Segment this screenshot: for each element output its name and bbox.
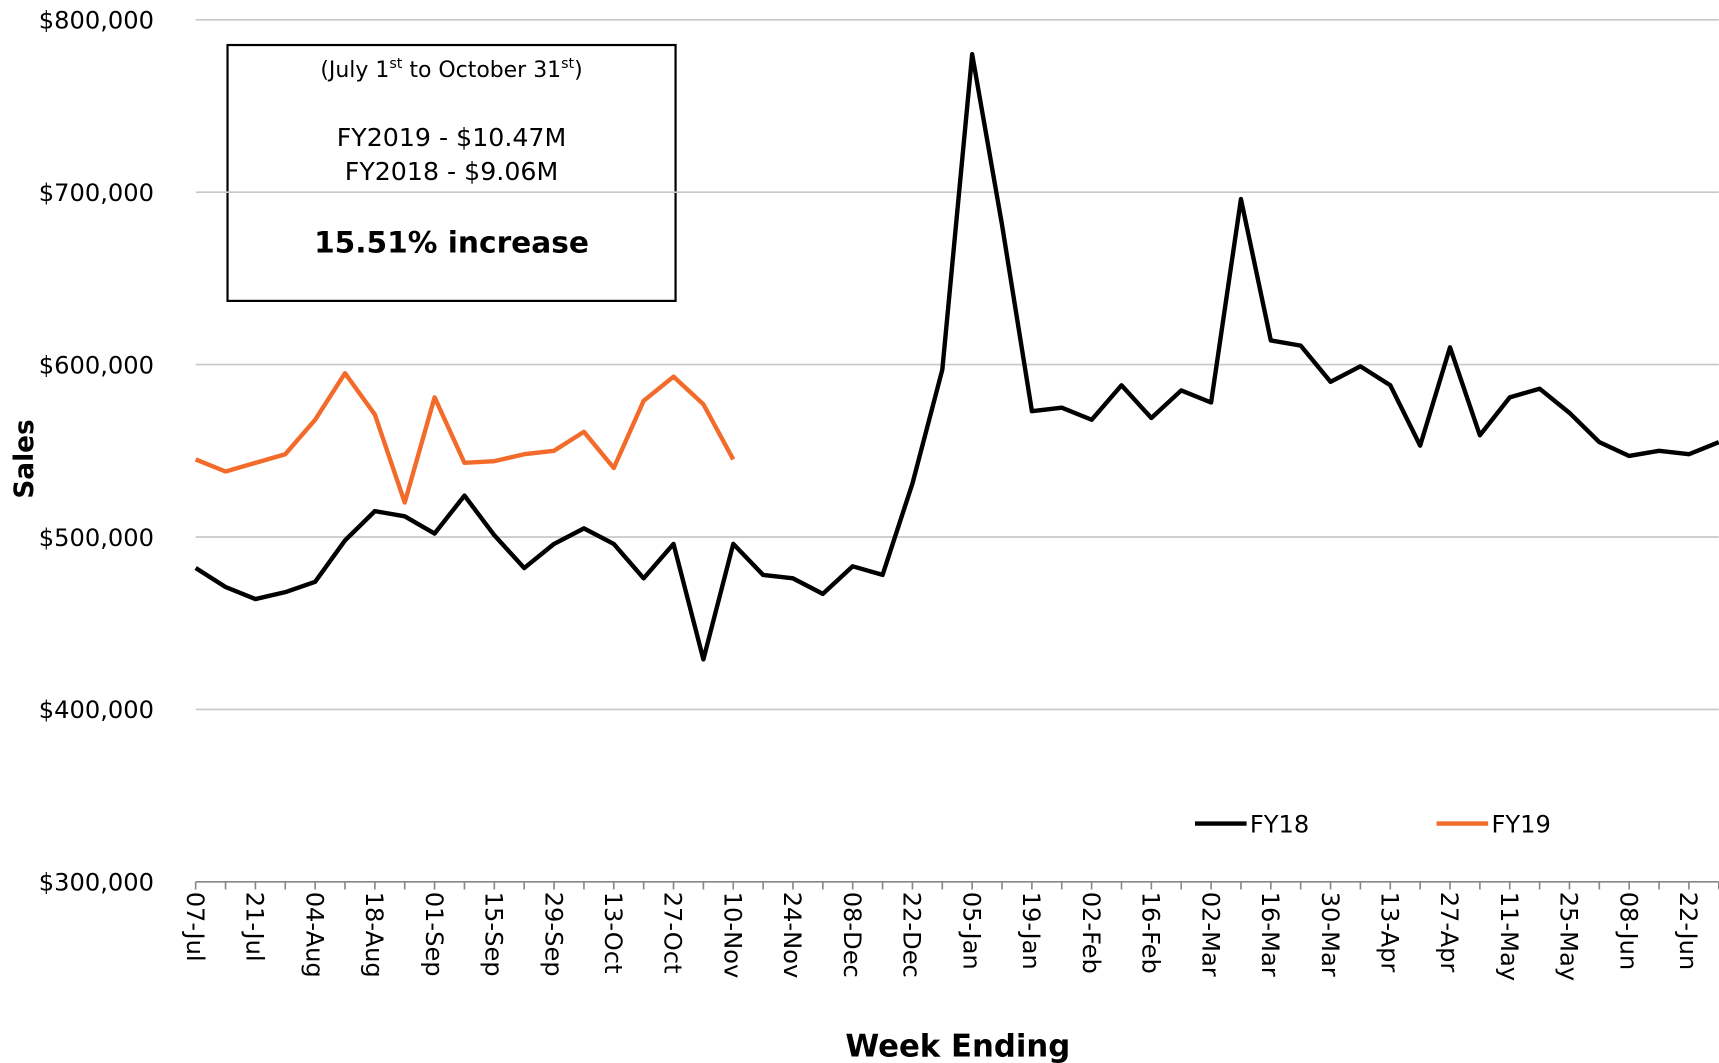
x-tick-label: 22-Dec [898,892,926,978]
x-tick-label: 02-Feb [1077,892,1105,974]
x-tick-label: 25-May [1555,892,1583,981]
x-tick-label: 30-Mar [1316,892,1344,977]
period-sup: st [389,56,402,72]
period-sup: st [561,56,574,72]
x-tick-label: 16-Feb [1137,892,1165,974]
x-tick-label: 18-Aug [360,892,388,978]
x-tick-label: 04-Aug [300,892,328,978]
y-tick-label: $300,000 [39,869,154,897]
x-axis-label: Week Ending [845,1028,1070,1063]
y-tick-label: $700,000 [39,179,154,207]
y-axis-label: Sales [10,419,40,498]
x-tick-label: 24-Nov [778,892,806,979]
annotation-fy2019: FY2019 - $10.47M [337,123,567,152]
y-tick-label: $400,000 [39,696,154,724]
x-tick-label: 19-Jan [1017,892,1045,970]
x-tick-label: 08-Dec [838,892,866,978]
x-tick-label: 27-Oct [659,892,687,974]
period-text: to October 31 [402,58,561,83]
x-tick-label: 11-May [1495,892,1523,981]
x-tick-label: 01-Sep [420,892,448,977]
x-tick-label: 21-Jul [241,892,269,962]
annotation-box [226,43,677,302]
series-line [194,52,1719,662]
x-tick-label: 15-Sep [480,892,508,977]
x-tick-label: 29-Sep [539,892,567,977]
annotation-period: (July 1st to October 31st) [320,56,582,83]
x-tick-label: 10-Nov [718,892,746,979]
annotation-change: 15.51% increase [314,225,589,260]
legend-label: FY19 [1491,810,1550,838]
x-tick-label: 05-Jan [957,892,985,970]
x-tick-label: 13-Oct [599,892,627,974]
x-tick-label: 27-Apr [1435,892,1463,973]
legend-label: FY18 [1250,810,1309,838]
x-tick-label: 07-Jul [181,892,209,962]
y-tick-label: $500,000 [39,524,154,552]
y-tick-label: $600,000 [39,351,154,379]
period-text: ) [574,58,583,83]
x-tick-label: 02-Mar [1196,892,1224,977]
x-tick-label: 22-Jun [1674,892,1702,971]
y-tick-label: $800,000 [39,7,154,35]
x-tick-label: 13-Apr [1375,892,1403,973]
series-line [194,371,736,505]
x-tick-label: 16-Mar [1256,892,1284,977]
annotation-fy2018: FY2018 - $9.06M [345,157,558,186]
x-tick-label: 08-Jun [1614,892,1642,971]
period-text: (July 1 [320,58,389,83]
